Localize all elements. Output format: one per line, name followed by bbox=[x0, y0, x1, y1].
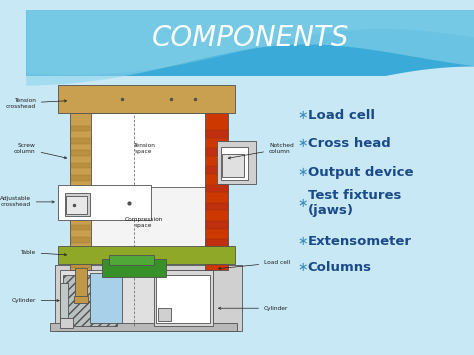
Bar bbox=[58, 246, 235, 264]
Bar bbox=[71, 213, 90, 218]
Text: Screw
column: Screw column bbox=[14, 143, 67, 159]
Bar bbox=[26, 10, 474, 76]
Bar bbox=[206, 148, 228, 156]
Bar bbox=[71, 175, 90, 181]
Bar bbox=[65, 193, 90, 216]
Bar bbox=[206, 221, 228, 229]
Text: ∗: ∗ bbox=[297, 137, 308, 151]
Text: Cylinder: Cylinder bbox=[219, 306, 289, 311]
Text: Load cell: Load cell bbox=[308, 109, 375, 122]
Polygon shape bbox=[26, 66, 474, 345]
Text: ∗: ∗ bbox=[297, 261, 308, 274]
Bar bbox=[71, 225, 90, 230]
Bar bbox=[206, 166, 228, 174]
Bar bbox=[90, 113, 208, 187]
Text: Columns: Columns bbox=[308, 261, 372, 274]
Bar bbox=[58, 185, 151, 220]
Text: Tension
space: Tension space bbox=[133, 143, 155, 154]
Bar bbox=[70, 111, 91, 270]
Bar bbox=[205, 111, 228, 270]
Bar bbox=[102, 259, 166, 277]
Text: Compression
space: Compression space bbox=[125, 217, 163, 228]
Text: Adjustable
crosshead: Adjustable crosshead bbox=[0, 196, 54, 207]
Bar bbox=[156, 275, 210, 323]
Bar bbox=[71, 138, 90, 144]
Bar bbox=[60, 270, 212, 326]
Bar bbox=[71, 262, 90, 268]
Text: Cylinder: Cylinder bbox=[11, 298, 59, 303]
Bar bbox=[71, 188, 90, 193]
Bar bbox=[71, 163, 90, 169]
Bar bbox=[221, 147, 248, 180]
Bar bbox=[58, 86, 235, 113]
Bar bbox=[206, 203, 228, 211]
Bar bbox=[63, 275, 117, 326]
Text: ∗: ∗ bbox=[297, 235, 308, 248]
Text: Notched
column: Notched column bbox=[228, 143, 294, 159]
Text: Table: Table bbox=[20, 250, 66, 256]
Bar bbox=[109, 255, 154, 265]
Bar bbox=[206, 185, 228, 192]
Bar bbox=[71, 126, 90, 131]
Bar bbox=[75, 268, 87, 298]
Bar bbox=[60, 318, 73, 328]
Bar bbox=[206, 239, 228, 247]
Text: Load cell: Load cell bbox=[219, 260, 291, 269]
Bar bbox=[222, 154, 245, 176]
Bar bbox=[71, 200, 90, 206]
Text: ∗: ∗ bbox=[297, 109, 308, 122]
Text: ∗: ∗ bbox=[297, 166, 308, 179]
Bar bbox=[154, 270, 212, 326]
Bar bbox=[158, 308, 171, 321]
Text: ∗: ∗ bbox=[297, 197, 308, 210]
Bar bbox=[218, 141, 255, 184]
Text: Tension
crosshead: Tension crosshead bbox=[6, 98, 66, 109]
Text: Test fixtures
(jaws): Test fixtures (jaws) bbox=[308, 190, 401, 218]
Bar bbox=[55, 265, 242, 331]
Bar bbox=[206, 258, 228, 265]
Text: COMPONENTS: COMPONENTS bbox=[151, 24, 349, 52]
Polygon shape bbox=[26, 10, 474, 86]
Bar bbox=[71, 151, 90, 156]
Text: Output device: Output device bbox=[308, 166, 413, 179]
Bar bbox=[74, 296, 89, 303]
Bar bbox=[60, 283, 68, 318]
Bar bbox=[90, 273, 122, 323]
Bar bbox=[50, 323, 237, 331]
Bar bbox=[206, 130, 228, 138]
Bar bbox=[71, 237, 90, 243]
Text: Cross head: Cross head bbox=[308, 137, 391, 151]
Bar bbox=[90, 187, 208, 247]
Bar bbox=[66, 196, 87, 214]
Text: Extensometer: Extensometer bbox=[308, 235, 412, 248]
Polygon shape bbox=[26, 10, 474, 75]
Bar bbox=[71, 250, 90, 255]
